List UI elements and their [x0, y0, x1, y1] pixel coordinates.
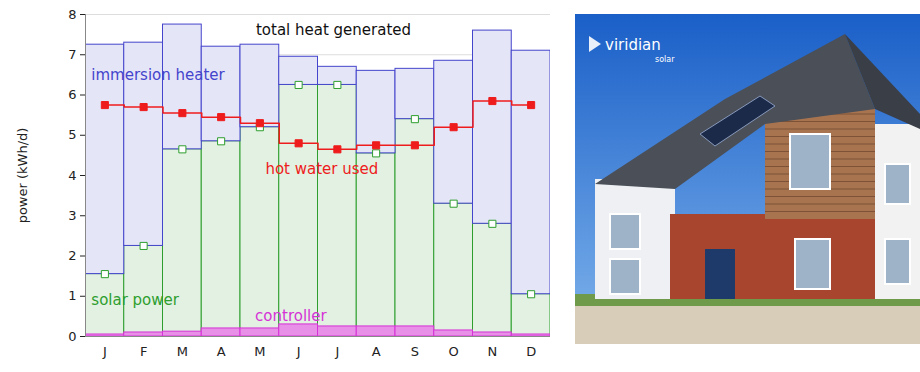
svg-text:O: O — [449, 344, 459, 359]
svg-text:D: D — [526, 344, 536, 359]
svg-text:solar power: solar power — [91, 291, 179, 309]
svg-text:J: J — [102, 344, 107, 359]
svg-text:A: A — [217, 344, 226, 359]
svg-text:5: 5 — [68, 127, 76, 142]
svg-text:S: S — [411, 344, 419, 359]
svg-text:J: J — [296, 344, 301, 359]
svg-text:6: 6 — [68, 87, 76, 102]
svg-text:power (kWh/d): power (kWh/d) — [15, 128, 30, 224]
svg-text:hot water used: hot water used — [265, 160, 378, 178]
svg-text:controller: controller — [255, 307, 327, 325]
svg-text:0: 0 — [68, 329, 76, 344]
svg-text:8: 8 — [68, 7, 76, 22]
svg-text:J: J — [334, 344, 339, 359]
svg-text:immersion heater: immersion heater — [91, 66, 225, 84]
svg-text:4: 4 — [68, 168, 76, 183]
svg-text:3: 3 — [68, 208, 76, 223]
svg-text:viridian: viridian — [605, 36, 661, 54]
svg-text:7: 7 — [68, 47, 76, 62]
svg-text:total heat generated: total heat generated — [256, 21, 411, 39]
svg-text:1: 1 — [68, 288, 76, 303]
svg-text:M: M — [177, 344, 188, 359]
svg-text:N: N — [488, 344, 498, 359]
svg-text:A: A — [372, 344, 381, 359]
svg-text:solar: solar — [655, 55, 675, 64]
svg-text:2: 2 — [68, 248, 76, 263]
svg-text:M: M — [254, 344, 265, 359]
svg-text:F: F — [140, 344, 147, 359]
